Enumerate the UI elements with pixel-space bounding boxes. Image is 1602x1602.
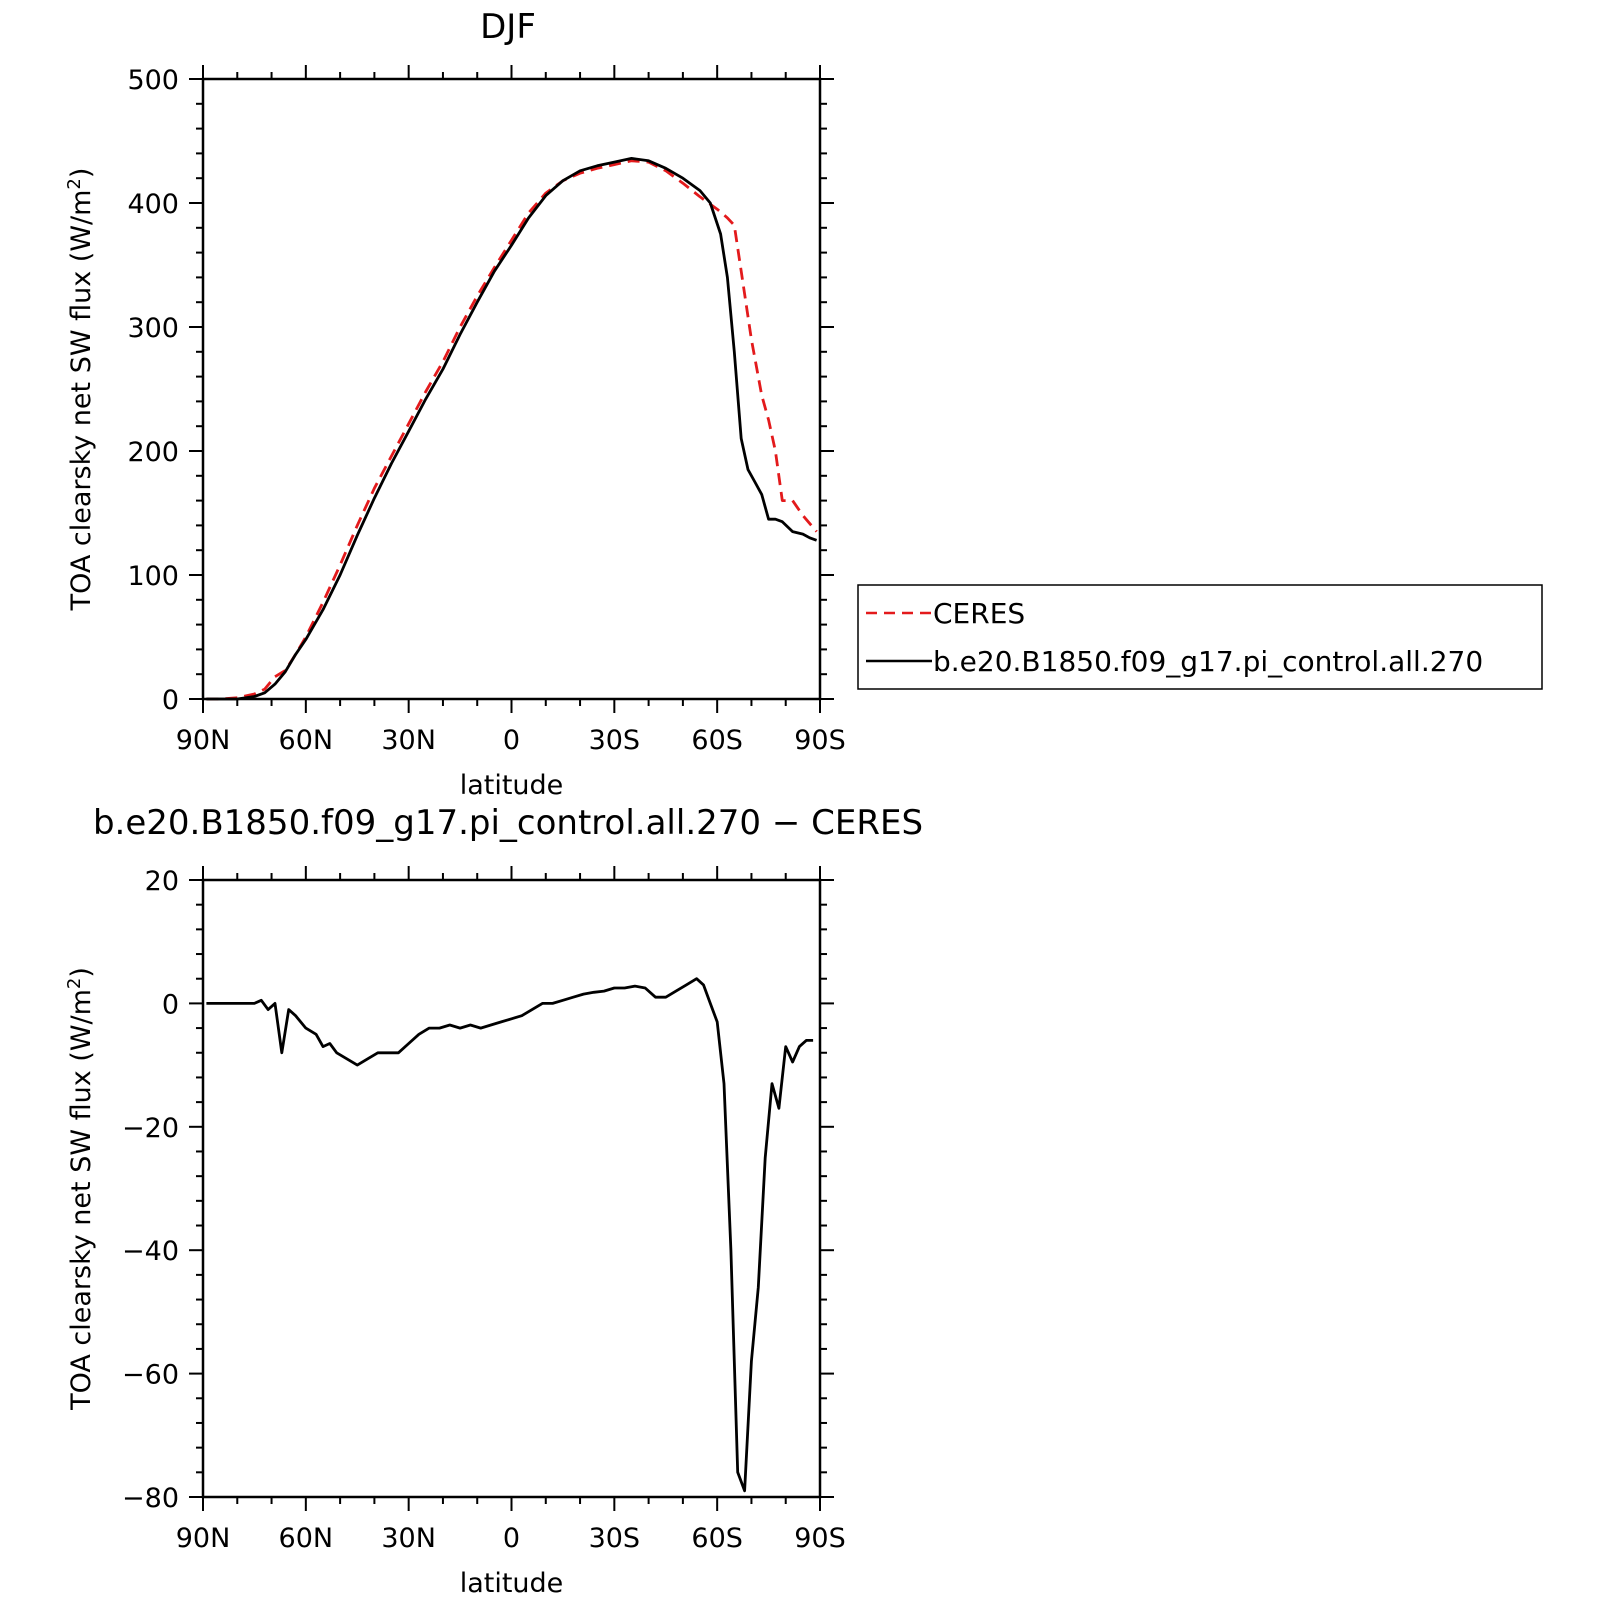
y-tick-label: 500 xyxy=(127,65,179,96)
y-tick-labels: 0 100 200 300 400 500 xyxy=(127,65,179,716)
tick-marks xyxy=(189,866,834,1511)
series-lines xyxy=(206,156,818,701)
x-tick-label: 0 xyxy=(503,725,520,756)
chart-title: b.e20.B1850.f09_g17.pi_control.all.270 −… xyxy=(93,803,923,843)
x-tick-label: 90N xyxy=(176,1523,231,1554)
y-tick-label: 0 xyxy=(162,685,179,716)
series-lines xyxy=(206,977,814,1493)
y-tick-label: 100 xyxy=(127,561,179,592)
y-axis-label: TOA clearsky net SW flux (W/m2) xyxy=(64,967,97,1411)
y-axis-label-sup: 2 xyxy=(64,978,85,989)
legend-label-model: b.e20.B1850.f09_g17.pi_control.all.270 xyxy=(933,645,1483,678)
y-axis-label-main: TOA clearsky net SW flux (W/m xyxy=(66,989,97,1411)
x-tick-label: 30N xyxy=(381,725,436,756)
y-axis-label: TOA clearsky net SW flux (W/m2) xyxy=(64,168,97,612)
x-tick-label: 0 xyxy=(503,1523,520,1554)
x-axis-label: latitude xyxy=(460,770,564,801)
y-tick-label: −40 xyxy=(122,1236,179,1267)
x-tick-label: 60N xyxy=(279,1523,334,1554)
series-line-model xyxy=(206,156,818,701)
x-tick-label: 60S xyxy=(691,1523,743,1554)
y-axis-label-main: TOA clearsky net SW flux (W/m xyxy=(66,190,97,612)
series-line-ceres xyxy=(206,159,818,701)
y-tick-labels: −80 −60 −40 −20 0 20 xyxy=(122,866,179,1514)
x-tick-label: 30S xyxy=(589,725,641,756)
x-tick-label: 90S xyxy=(794,725,846,756)
y-tick-label: 200 xyxy=(127,437,179,468)
x-tick-labels: 90N 60N 30N 0 30S 60S 90S xyxy=(176,1523,846,1554)
y-axis-label-close: ) xyxy=(66,168,97,179)
plot-frame xyxy=(201,878,822,1499)
legend-box xyxy=(857,584,1543,690)
y-tick-label: 400 xyxy=(127,189,179,220)
y-tick-label: 0 xyxy=(162,989,179,1020)
y-tick-label: −60 xyxy=(122,1360,179,1391)
plot-frame xyxy=(201,77,822,701)
x-tick-label: 90S xyxy=(794,1523,846,1554)
legend: CERES b.e20.B1850.f09_g17.pi_control.all… xyxy=(857,584,1543,690)
y-tick-label: −80 xyxy=(122,1483,179,1514)
y-axis-label-close: ) xyxy=(66,967,97,978)
panel-djf: DJF 0 100 200 300 400 500 90N 60N 30N 0 30S 60S 90S… xyxy=(64,7,846,801)
series-line-model xyxy=(206,977,814,1493)
y-tick-label: 20 xyxy=(145,866,179,897)
x-tick-label: 60S xyxy=(691,725,743,756)
x-tick-labels: 90N 60N 30N 0 30S 60S 90S xyxy=(176,725,846,756)
x-tick-label: 60N xyxy=(279,725,334,756)
x-tick-label: 90N xyxy=(176,725,231,756)
panel-difference: b.e20.B1850.f09_g17.pi_control.all.270 −… xyxy=(64,803,923,1599)
y-tick-label: 300 xyxy=(127,313,179,344)
chart-title: DJF xyxy=(480,7,536,47)
legend-label-ceres: CERES xyxy=(933,597,1025,630)
y-axis-label-sup: 2 xyxy=(64,178,85,189)
x-axis-label: latitude xyxy=(460,1568,564,1599)
x-tick-label: 30S xyxy=(589,1523,641,1554)
x-tick-label: 30N xyxy=(381,1523,436,1554)
y-tick-label: −20 xyxy=(122,1113,179,1144)
